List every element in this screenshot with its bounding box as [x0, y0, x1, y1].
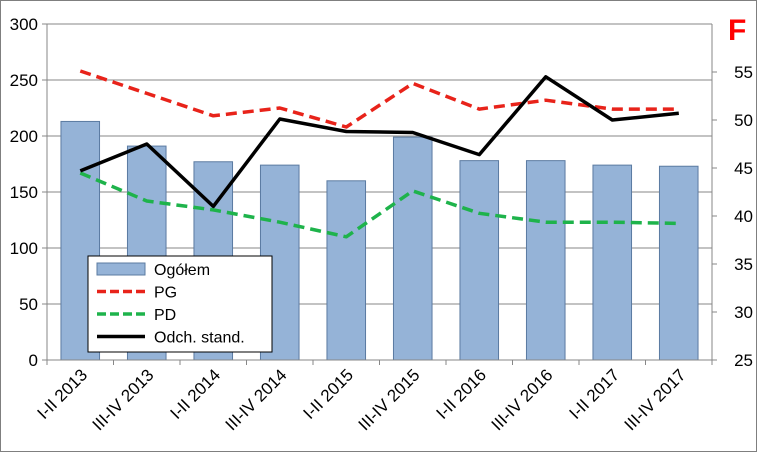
y-left-tick-label: 50	[19, 295, 38, 314]
legend-label: Ogółem	[154, 262, 210, 279]
legend: Ogółem PG PD Odch. stand.	[87, 255, 273, 353]
bar-5	[392, 136, 433, 361]
legend-label: PD	[154, 307, 176, 324]
legend-label: Odch. stand.	[154, 330, 245, 347]
bar-4	[326, 180, 367, 361]
legend-label: PG	[154, 285, 177, 302]
bar-8	[592, 164, 633, 361]
y-right-tick-label: 25	[734, 351, 753, 370]
y-left-tick-label: 250	[10, 71, 38, 90]
y-left-tick-label: 150	[10, 183, 38, 202]
y-right-tick-label: 45	[734, 159, 753, 178]
legend-item-2: PD	[97, 307, 176, 324]
series-line-odch-stand-	[79, 75, 679, 209]
y-right-tick-label: 50	[734, 111, 753, 130]
bar-9	[658, 165, 699, 361]
bar-series	[60, 120, 699, 361]
series-line-pg	[79, 69, 679, 129]
legend-item-0: Ogółem	[96, 262, 210, 279]
bar-6	[459, 160, 500, 361]
y-right-tick-label: 40	[734, 207, 753, 226]
bar-7	[525, 160, 566, 361]
y-left-tick-label: 100	[10, 239, 38, 258]
y-right-tick-label: 30	[734, 303, 753, 322]
y-left-tick-label: 300	[10, 15, 38, 34]
series-line-pd	[79, 171, 679, 239]
y-left-tick-label: 0	[29, 351, 38, 370]
legend-swatch	[96, 262, 146, 276]
line-series	[79, 69, 679, 239]
y-right-tick-label: 55	[734, 63, 753, 82]
y-left-tick-label: 200	[10, 127, 38, 146]
y-right-tick-label: 35	[734, 255, 753, 274]
corner-label: F	[728, 14, 746, 47]
legend-item-1: PG	[97, 285, 177, 302]
legend-item-3: Odch. stand.	[97, 330, 245, 347]
